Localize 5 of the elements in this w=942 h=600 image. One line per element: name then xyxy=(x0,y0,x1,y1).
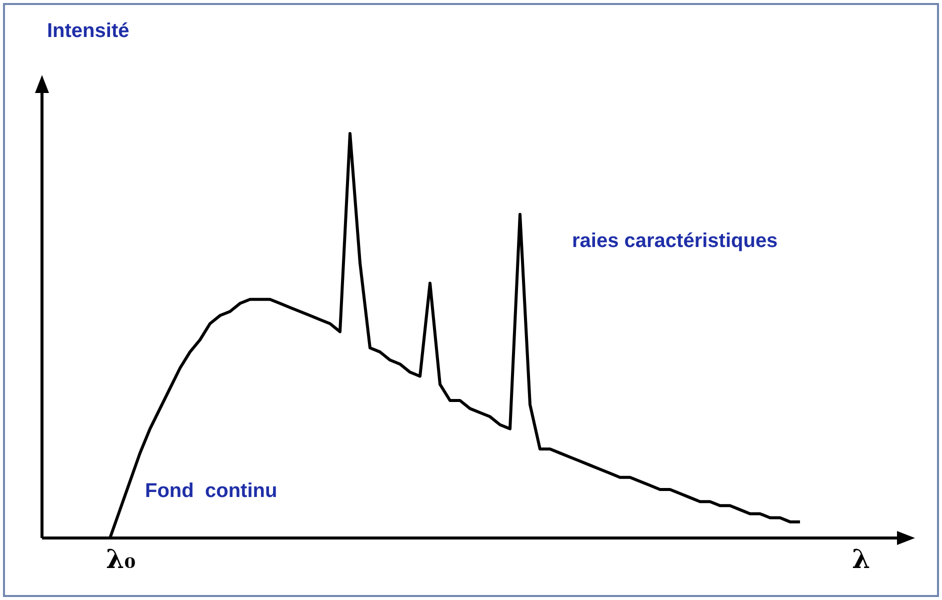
annotation: raies caractéristiques xyxy=(572,230,778,253)
x-axis-title: λ xyxy=(852,545,870,575)
annotation: Fond continu xyxy=(145,480,278,503)
text: λ₀ xyxy=(106,545,136,575)
y-axis-title: Intensité xyxy=(47,20,130,43)
